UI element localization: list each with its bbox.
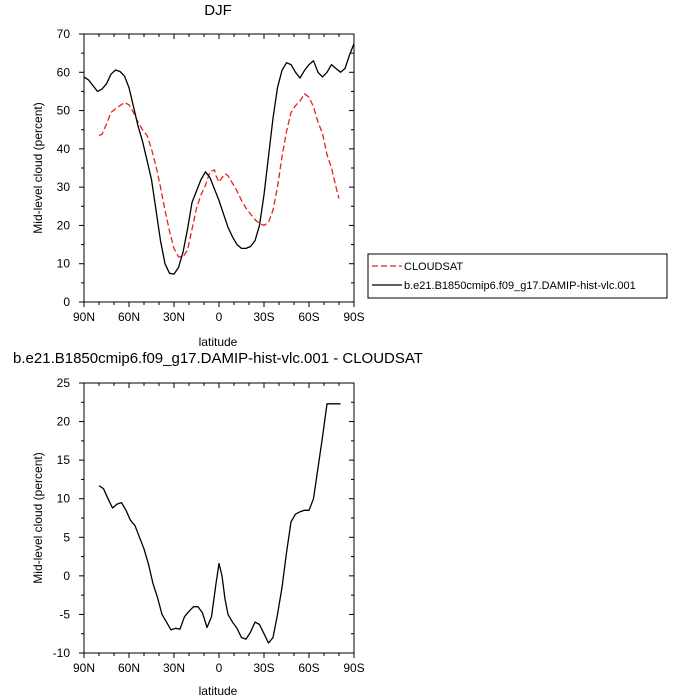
y-tick-label: 60 — [57, 65, 71, 79]
top-chart: DJF 90N 60N 30N 0 30S 60S 90S 0 10 20 30 40 50 60 70 l… — [31, 2, 365, 349]
y-tick-label: 0 — [63, 569, 70, 583]
legend-label-model: b.e21.B1850cmip6.f09_g17.DAMIP-hist-vlc.… — [404, 280, 636, 292]
y-tick-label: 20 — [57, 218, 71, 232]
top-chart-frame — [83, 33, 355, 303]
x-tick-label: 90N — [73, 661, 95, 675]
y-tick-label: 10 — [57, 492, 71, 506]
x-tick-label: 60S — [298, 310, 319, 324]
series-line-0 — [98, 403, 341, 644]
legend-box — [367, 253, 668, 299]
x-tick-label: 30N — [163, 310, 185, 324]
top-chart-title: DJF — [204, 2, 232, 19]
x-tick-label: 0 — [216, 310, 223, 324]
series-line-1 — [83, 43, 355, 275]
bottom-chart-title: b.e21.B1850cmip6.f09_g17.DAMIP-hist-vlc.… — [13, 350, 423, 367]
x-tick-label: 90S — [343, 310, 364, 324]
series-line-0 — [98, 93, 340, 258]
legend-label-cloudsat: CLOUDSAT — [404, 261, 463, 273]
bottom-chart-xlabel: latitude — [199, 684, 238, 698]
y-tick-label: 30 — [57, 180, 71, 194]
y-tick-label: 0 — [63, 295, 70, 309]
x-tick-label: 30S — [253, 310, 274, 324]
y-tick-label: 70 — [57, 27, 71, 41]
y-tick-label: 40 — [57, 142, 71, 156]
x-tick-label: 90S — [343, 661, 364, 675]
y-tick-label: 25 — [57, 376, 71, 390]
top-chart-xlabel: latitude — [199, 335, 238, 349]
y-tick-label: 20 — [57, 415, 71, 429]
y-tick-label: 15 — [57, 453, 71, 467]
x-tick-label: 30S — [253, 661, 274, 675]
x-tick-label: 60N — [118, 310, 140, 324]
x-tick-label: 60N — [118, 661, 140, 675]
top-chart-ylabel: Mid-level cloud (percent) — [31, 102, 45, 233]
x-tick-label: 60S — [298, 661, 319, 675]
x-tick-label: 30N — [163, 661, 185, 675]
legend: CLOUDSAT b.e21.B1850cmip6.f09_g17.DAMIP-… — [367, 253, 668, 299]
bottom-chart: b.e21.B1850cmip6.f09_g17.DAMIP-hist-vlc.… — [13, 350, 423, 698]
y-tick-label: 5 — [63, 530, 70, 544]
x-tick-label: 90N — [73, 310, 95, 324]
y-tick-label: -10 — [53, 646, 71, 660]
y-tick-label: 50 — [57, 104, 71, 118]
bottom-chart-ylabel: Mid-level cloud (percent) — [31, 452, 45, 583]
y-tick-label: 10 — [57, 257, 71, 271]
x-tick-label: 0 — [216, 661, 223, 675]
bottom-chart-frame — [83, 382, 355, 654]
y-tick-label: -5 — [59, 607, 70, 621]
